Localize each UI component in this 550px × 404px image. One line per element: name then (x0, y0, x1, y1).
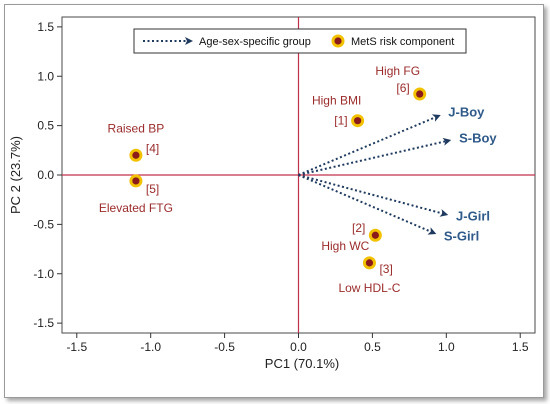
risk-point-name: High WC (321, 239, 369, 253)
risk-point-dot (371, 231, 379, 239)
y-tick-label: 0.0 (37, 168, 54, 182)
legend-arrow-label: Age-sex-specific group (199, 36, 311, 48)
risk-point-number: [4] (146, 141, 159, 155)
vector-arrow-s-boy (298, 137, 452, 176)
y-tick-label: -1.5 (33, 316, 54, 330)
x-tick-label: 0.0 (290, 340, 307, 354)
vector-arrow-j-girl (298, 174, 449, 217)
risk-point-name: High BMI (312, 94, 361, 108)
risk-point-name: High FG (375, 64, 420, 78)
risk-point-dot (416, 90, 424, 98)
vector-label: J-Boy (448, 105, 485, 120)
x-tick-label: -1.5 (66, 340, 87, 354)
legend: Age-sex-specific group MetS risk compone… (133, 28, 467, 54)
x-axis-title: PC1 (70.1%) (265, 356, 339, 371)
y-axis-title: PC 2 (23.7%) (8, 136, 23, 214)
legend-point-label: MetS risk component (351, 36, 454, 48)
y-tick-label: -1.0 (33, 267, 54, 281)
x-tick-label: 0.5 (364, 340, 381, 354)
vector-arrow-s-girl (298, 174, 437, 235)
risk-point-dot (132, 151, 140, 159)
y-tick-label: 0.5 (37, 119, 54, 133)
risk-point-name: Elevated FTG (99, 201, 173, 215)
risk-point-dot (365, 259, 374, 267)
risk-point-number: [3] (379, 262, 392, 276)
vector-arrow-j-boy (298, 114, 441, 176)
risk-point-number: [5] (146, 182, 159, 196)
risk-component-points: [4] Raised BP [5] Elevated FTG [1] High BMI [6… (99, 64, 427, 295)
risk-point-name: Low HDL-C (338, 281, 400, 295)
figure-frame: -1.5 -1.0 -0.5 0.0 0.5 1.0 1.5 1.5 1.0 0.5 0.0 -0.5… (4, 4, 544, 398)
x-tick-label: -1.0 (140, 340, 161, 354)
x-tick-label: 1.0 (438, 340, 455, 354)
vector-label: S-Boy (459, 131, 497, 146)
axis-ticks: -1.5 -1.0 -0.5 0.0 0.5 1.0 1.5 1.5 1.0 0.5 0.0 -0.5… (33, 20, 529, 354)
x-tick-label: -0.5 (214, 340, 235, 354)
legend-point-dot (334, 37, 342, 45)
risk-point-dot (354, 117, 362, 125)
risk-point-number: [6] (396, 81, 409, 95)
vector-label: J-Girl (456, 209, 490, 224)
group-vectors: J-Boy S-Boy J-Girl S-Girl (298, 105, 497, 243)
y-tick-label: -0.5 (33, 217, 54, 231)
risk-point-number: [1] (334, 114, 347, 128)
y-tick-label: 1.5 (37, 20, 54, 34)
legend-box (133, 28, 467, 54)
biplot-chart: -1.5 -1.0 -0.5 0.0 0.5 1.0 1.5 1.5 1.0 0.5 0.0 -0.5… (8, 16, 536, 371)
y-tick-label: 1.0 (37, 69, 54, 83)
risk-point-name: Raised BP (108, 121, 165, 135)
vector-label: S-Girl (444, 228, 479, 243)
risk-point-number: [2] (352, 221, 365, 235)
x-tick-label: 1.5 (512, 340, 529, 354)
risk-point-dot (132, 177, 140, 185)
